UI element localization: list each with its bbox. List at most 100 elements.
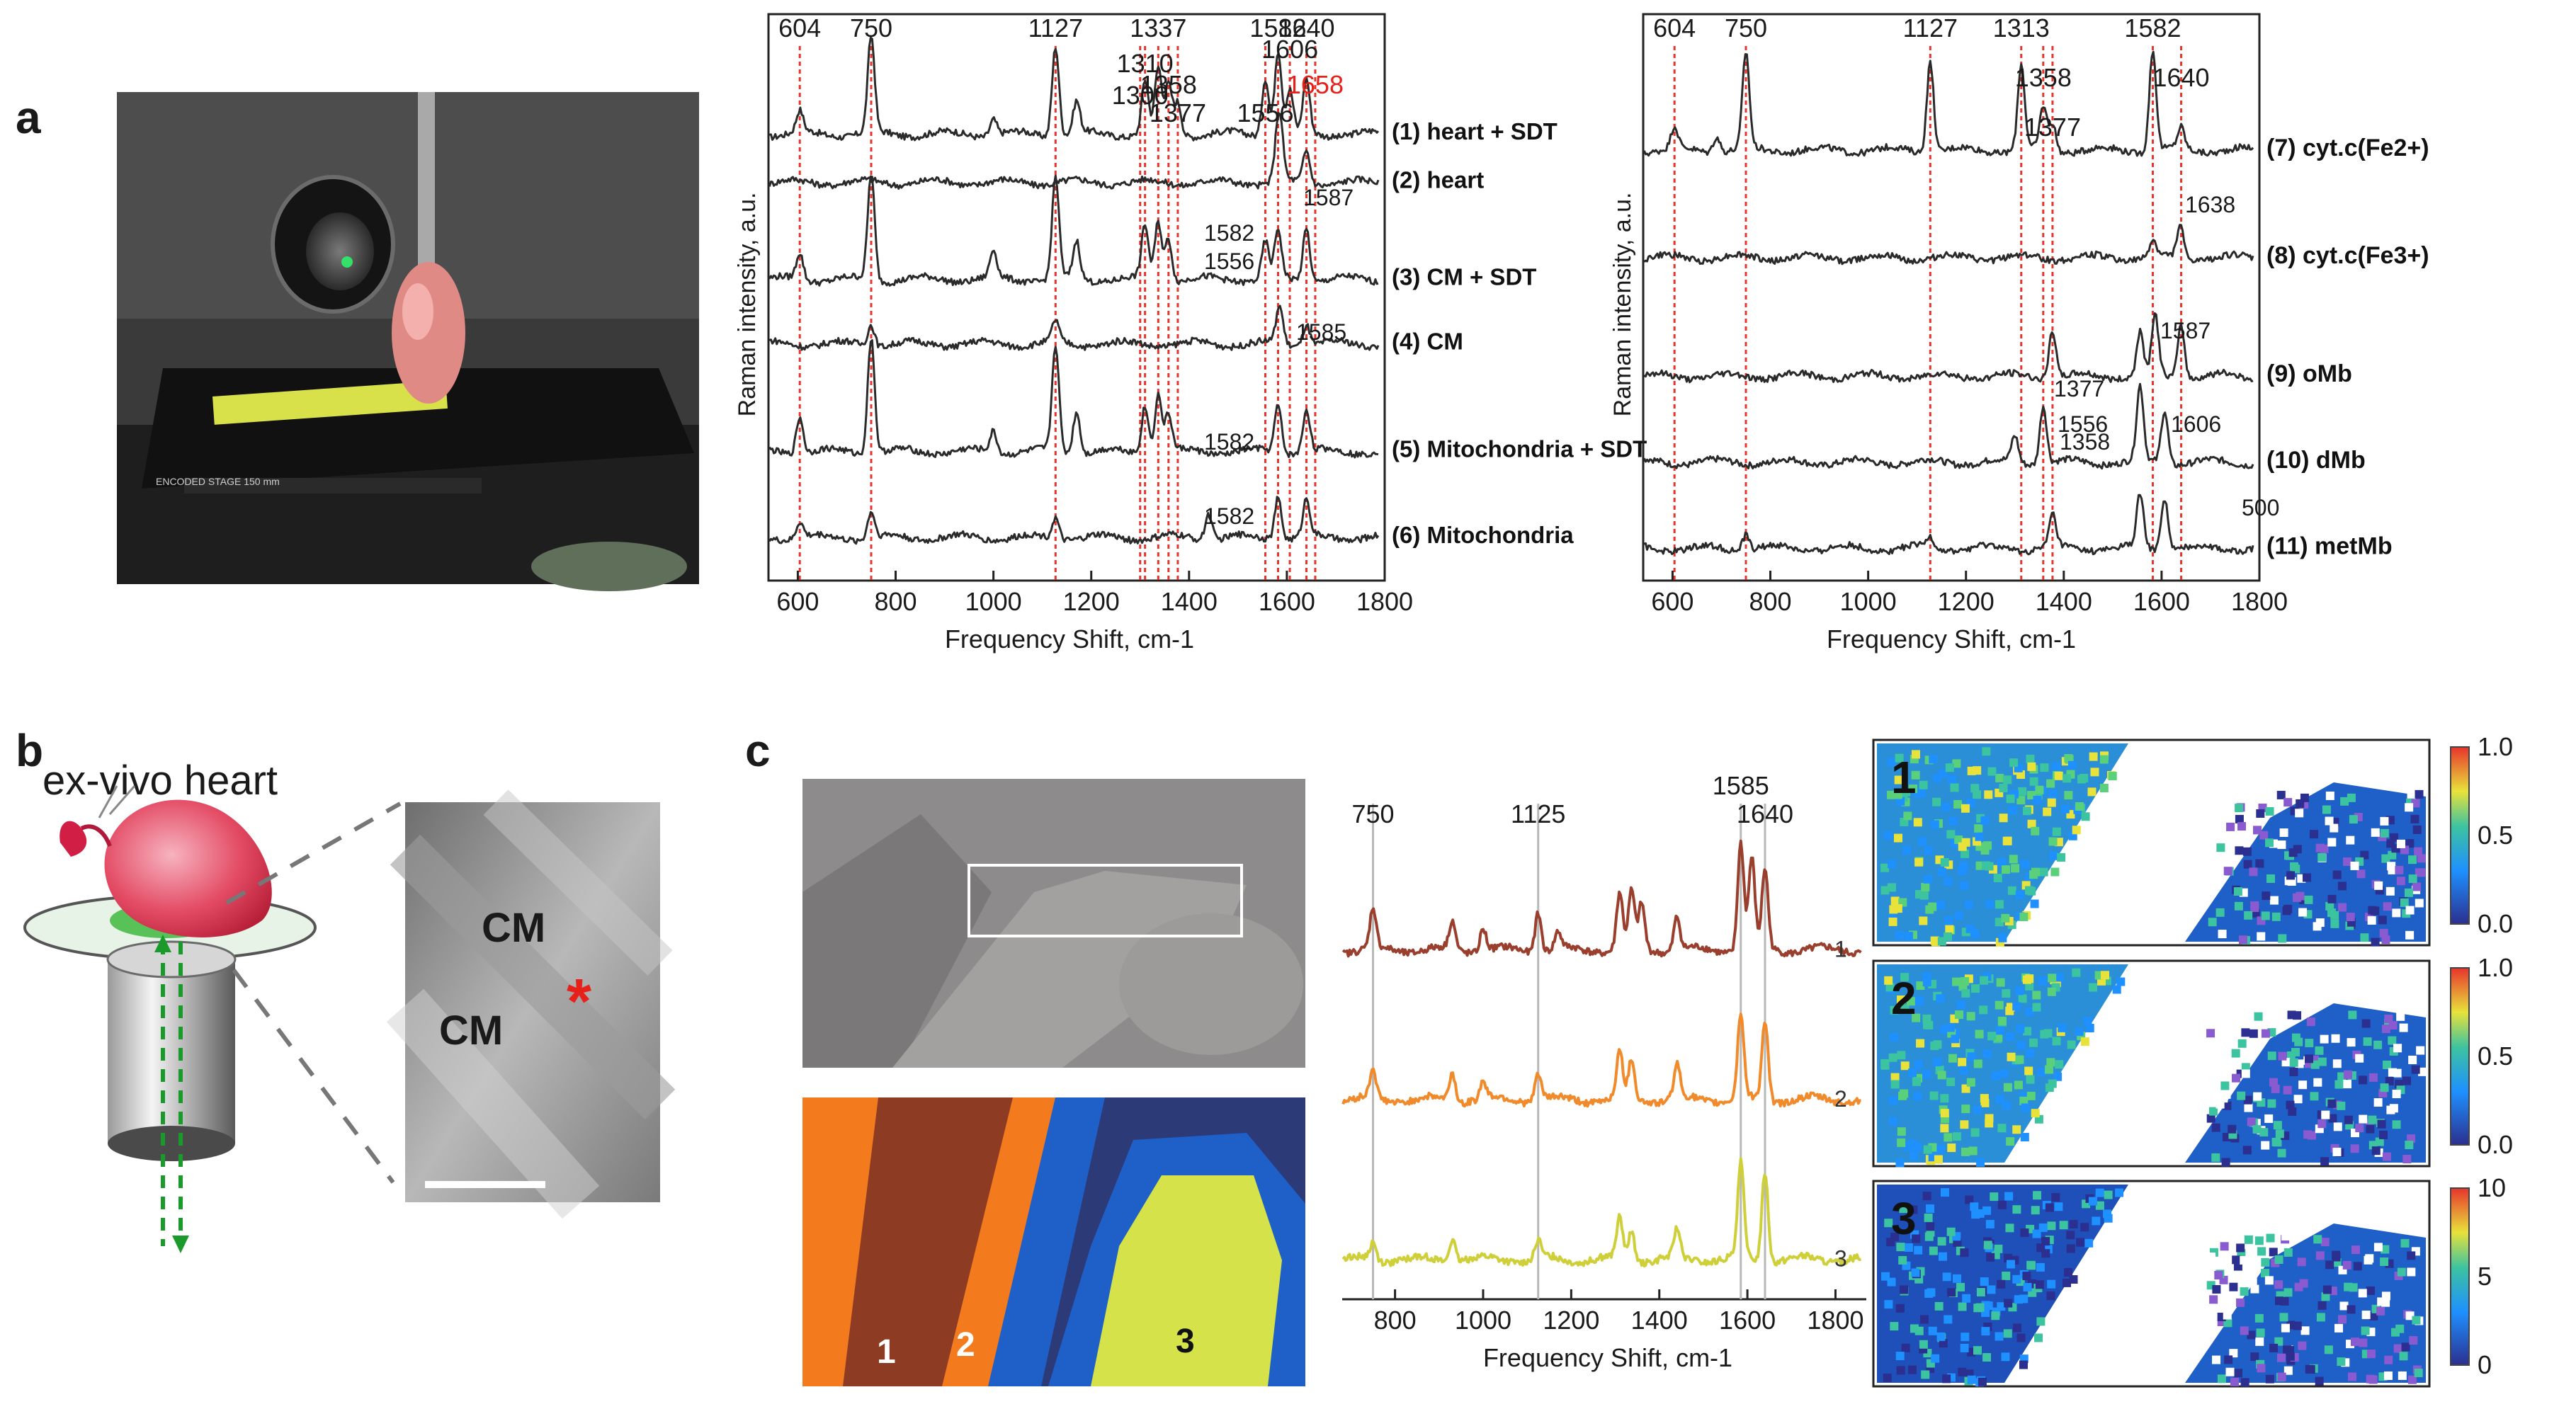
xtick-label-1000: 1000	[965, 587, 1022, 616]
peak-label-1556: 1556	[1237, 98, 1293, 127]
heatmap-1: 1 1.0 0.5 0.0	[1872, 732, 2513, 947]
peak-label-604: 604	[1653, 13, 1696, 42]
chart-a-left: (1) heart + SDT (2) heart (3) CM + SDT (4) …	[734, 13, 1647, 654]
annotation-5: 1358	[2060, 429, 2110, 455]
peak-label-1377: 1377	[2024, 113, 2081, 142]
panel-letter-c: c	[745, 725, 771, 776]
roi-box	[968, 864, 1243, 937]
peak-label-750: 750	[1725, 13, 1767, 42]
xtick-label-1600: 1600	[2133, 587, 2190, 616]
colorbar-tick-1-1: 0.5	[2478, 821, 2513, 850]
series-label-5: (11) metMb	[2266, 532, 2393, 559]
series-3	[1643, 312, 2254, 384]
peak-label-1640: 1640	[2152, 63, 2209, 92]
peak-label-1640: 1640	[1278, 13, 1334, 42]
brightfield-image	[802, 779, 1305, 1068]
xtick-label-1200: 1200	[1543, 1306, 1599, 1335]
peak-label-1606: 1606	[1261, 35, 1318, 64]
chart-a-right-ylabel: Raman intensity, a.u.	[1609, 193, 1636, 417]
peak-label-1125: 1125	[1511, 799, 1565, 828]
colorbar-tick-3-1: 5	[2478, 1262, 2492, 1291]
annotation-3: 1556	[2058, 411, 2108, 437]
xtick-label-800: 800	[874, 587, 917, 616]
peak-label-1127: 1127	[1903, 13, 1958, 42]
stage-label: ENCODED STAGE 150 mm	[156, 476, 280, 487]
red-star: *	[567, 966, 591, 1037]
xtick-label-1600: 1600	[1259, 587, 1315, 616]
heatmap-2: 2 1.0 0.5 0.0	[1872, 953, 2513, 1168]
series-label-3: 3	[1834, 1246, 1847, 1272]
series-label-2: 2	[1834, 1086, 1847, 1112]
annotation-4: 1606	[2171, 411, 2221, 437]
colorbar-tick-2-1: 0.5	[2478, 1042, 2513, 1071]
series-label-1: 1	[1834, 937, 1847, 962]
xtick-label-1600: 1600	[1719, 1306, 1776, 1335]
colorbar-tick-2-2: 0.0	[2478, 1130, 2513, 1159]
series-label-3: (9) oMb	[2266, 360, 2352, 387]
series-5	[1643, 494, 2254, 556]
xtick-label-1200: 1200	[1063, 587, 1120, 616]
peak-label-1127: 1127	[1028, 13, 1083, 42]
panel-letter-b: b	[16, 725, 43, 776]
heart-schematic	[23, 785, 317, 1253]
xtick-label-1400: 1400	[1631, 1306, 1688, 1335]
cm-micrograph: CM CM *	[386, 789, 676, 1219]
chart-c-xlabel: Frequency Shift, cm-1	[1483, 1343, 1732, 1372]
peak-label-1300: 1300	[1112, 81, 1169, 110]
series-label-6: (6) Mitochondria	[1392, 522, 1574, 548]
peak-label-750: 750	[850, 13, 892, 42]
heatmap-label-1: 1	[1891, 752, 1917, 803]
series-6	[768, 496, 1380, 545]
series-label-4: (10) dMb	[2266, 447, 2366, 474]
peak-label-1585: 1585	[1713, 771, 1769, 800]
heatmap-3: 3 10 5 0	[1872, 1173, 2506, 1388]
annotation-4: 1582	[1204, 429, 1254, 455]
series-label-3: (3) CM + SDT	[1392, 263, 1536, 290]
annotation-1: 1556	[1204, 249, 1254, 274]
annotation-6: 500	[2242, 495, 2279, 520]
series-label-1: (7) cyt.c(Fe2+)	[2266, 135, 2429, 161]
xtick-label-600: 600	[1651, 587, 1693, 616]
xtick-label-1400: 1400	[1161, 587, 1218, 616]
panel-letter-a: a	[16, 92, 41, 143]
series-1	[769, 36, 1380, 142]
chart-a-right-xlabel: Frequency Shift, cm-1	[1827, 624, 2076, 654]
heatmap-label-2: 2	[1891, 973, 1917, 1024]
peak-label-1640: 1640	[1737, 799, 1793, 828]
series-4	[1643, 382, 2254, 470]
peak-label-1582: 1582	[1249, 13, 1306, 42]
xtick-label-800: 800	[1749, 587, 1791, 616]
series-5	[768, 339, 1379, 459]
colorbar-3	[2450, 1187, 2470, 1366]
panel-b: ex-vivo heart CM CM *	[23, 758, 676, 1253]
series-3	[768, 174, 1379, 287]
xtick-label-1200: 1200	[1938, 587, 1995, 616]
chart-a-left-ylabel: Raman intensity, a.u.	[734, 193, 761, 417]
series-2	[1643, 224, 2254, 266]
cluster-map: 1 2 3	[802, 1097, 1305, 1386]
cluster-label-3: 3	[1176, 1323, 1195, 1360]
annotation-0: 1587	[1303, 185, 1354, 210]
peak-label-1310: 1310	[1117, 49, 1174, 78]
series-label-2: (8) cyt.c(Fe3+)	[2266, 242, 2429, 269]
colorbar-tick-3-0: 10	[2478, 1173, 2506, 1202]
series-2	[1341, 1012, 1861, 1108]
peak-label-1377: 1377	[1150, 98, 1206, 127]
peak-label-604: 604	[778, 13, 821, 42]
xtick-label-1800: 1800	[2231, 587, 2288, 616]
xtick-label-1000: 1000	[1840, 587, 1897, 616]
colorbar-tick-1-0: 1.0	[2478, 732, 2513, 761]
xtick-label-1800: 1800	[1356, 587, 1413, 616]
cluster-label-2: 2	[956, 1326, 975, 1364]
annotation-3: 1585	[1296, 319, 1346, 345]
annotation-5: 1582	[1204, 503, 1254, 529]
series-label-2: (2) heart	[1392, 167, 1484, 193]
xtick-label-1400: 1400	[2036, 587, 2092, 616]
peak-label-1358: 1358	[1140, 70, 1197, 99]
chart-a-right: (7) cyt.c(Fe2+) (8) cyt.c(Fe3+) (9) oMb (10…	[1609, 13, 2429, 654]
annotation-0: 1638	[2185, 192, 2235, 217]
colorbar-tick-2-0: 1.0	[2478, 953, 2513, 982]
heatmap-label-3: 3	[1891, 1193, 1917, 1244]
